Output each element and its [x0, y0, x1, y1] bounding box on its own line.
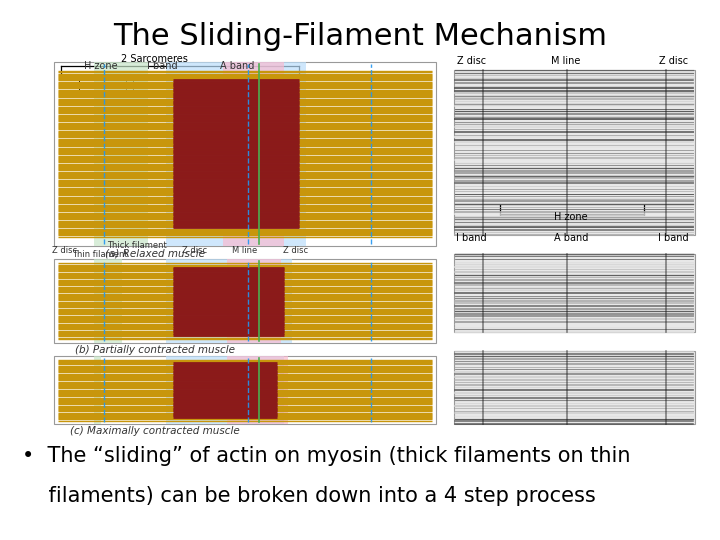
Text: Z disc: Z disc: [182, 246, 207, 255]
Text: •  The “sliding” of actin on myosin (thick filaments on thin: • The “sliding” of actin on myosin (thic…: [22, 446, 630, 465]
Text: A band: A band: [554, 233, 588, 244]
Bar: [454, 351, 695, 424]
Text: A band: A band: [220, 61, 255, 71]
Text: Thick filament: Thick filament: [107, 241, 166, 251]
Text: I band: I band: [456, 233, 487, 244]
Text: Z disc: Z disc: [283, 246, 307, 255]
Bar: [166, 356, 284, 424]
Text: Z disc: Z disc: [457, 56, 486, 66]
Text: H zone: H zone: [554, 212, 588, 222]
Bar: [454, 70, 695, 235]
Text: M line: M line: [551, 56, 580, 66]
Bar: [54, 259, 436, 343]
Text: filaments) can be broken down into a 4 step process: filaments) can be broken down into a 4 s…: [22, 486, 595, 506]
Text: Thin filament: Thin filament: [71, 250, 127, 259]
Bar: [94, 259, 122, 343]
Bar: [227, 356, 288, 424]
Text: (c) Maximally contracted muscle: (c) Maximally contracted muscle: [70, 426, 240, 436]
Text: (a) Relaxed muscle: (a) Relaxed muscle: [105, 248, 204, 259]
Bar: [94, 356, 101, 424]
Bar: [166, 259, 292, 343]
Bar: [54, 62, 436, 246]
Text: H zone: H zone: [84, 61, 117, 71]
Bar: [227, 259, 281, 343]
Bar: [166, 62, 306, 246]
Text: M line: M line: [232, 246, 258, 255]
Bar: [223, 62, 284, 246]
Text: I band: I band: [147, 61, 177, 71]
Bar: [54, 356, 436, 424]
Text: The Sliding-Filament Mechanism: The Sliding-Filament Mechanism: [113, 22, 607, 51]
Text: Z disc: Z disc: [659, 56, 688, 66]
Text: I band: I band: [658, 233, 688, 244]
Bar: [94, 62, 148, 246]
Text: (b) Partially contracted muscle: (b) Partially contracted muscle: [75, 345, 235, 355]
Text: 2 Sarcomeres: 2 Sarcomeres: [122, 53, 188, 64]
Text: Z disc: Z disc: [53, 246, 77, 255]
Bar: [454, 254, 695, 332]
